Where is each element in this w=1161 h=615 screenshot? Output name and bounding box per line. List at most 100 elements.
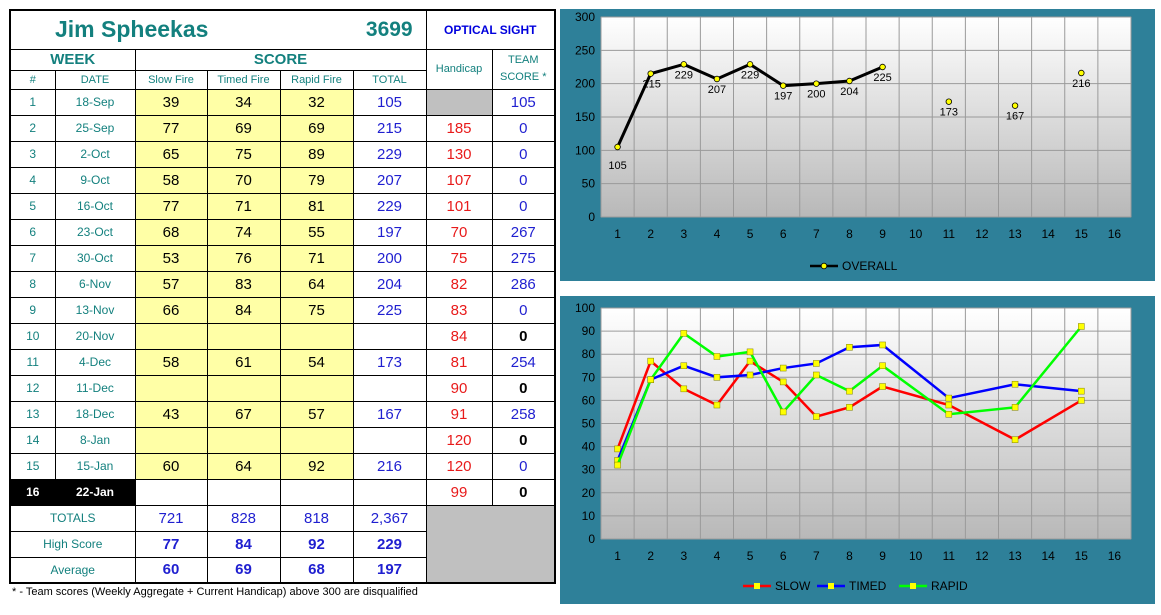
y-tick-label: 300: [575, 10, 595, 24]
rapid-fire-score: 55: [279, 218, 354, 246]
data-point: [647, 376, 654, 383]
rapid-fire-score: 81: [279, 192, 354, 220]
rapid-fire-score: [279, 374, 354, 402]
data-label: 207: [708, 84, 726, 96]
timed-fire-score: 71: [206, 192, 281, 220]
legend-marker: [754, 583, 760, 589]
y-tick-label: 10: [582, 509, 596, 523]
x-tick-label: 10: [909, 227, 923, 241]
data-point: [813, 371, 820, 379]
data-point: [614, 143, 621, 151]
week-team-score: 0: [491, 322, 556, 350]
week-handicap: 70: [425, 218, 493, 246]
x-tick-label: 11: [943, 227, 956, 241]
data-point: [680, 385, 688, 393]
data-label: 229: [741, 69, 759, 81]
week-date: 11-Dec: [54, 374, 136, 402]
data-point: [680, 362, 688, 369]
average-slow: 60: [134, 556, 208, 584]
x-tick-label: 3: [680, 549, 687, 563]
x-tick-label: 7: [813, 549, 820, 563]
timed-fire-score: 61: [206, 348, 281, 376]
timed-fire-score: 69: [206, 114, 281, 142]
slow-fire-score: 58: [134, 166, 208, 194]
week-number: 8: [9, 270, 56, 298]
rapid-fire-score: [279, 478, 354, 506]
week-row: 10 20-Nov 84 0: [9, 322, 556, 350]
score-sheet: Jim Spheekas 3699 OPTICAL SIGHT WEEK SCO…: [9, 9, 556, 584]
week-team-score: 0: [491, 478, 556, 506]
week-row: 7 30-Oct 53 76 71 200 75 275: [9, 244, 556, 272]
data-point: [1011, 436, 1019, 443]
data-label: 197: [774, 91, 792, 103]
week-total: 173: [352, 348, 427, 376]
data-label: 105: [608, 160, 626, 172]
week-team-score: 0: [491, 452, 556, 480]
data-point: [945, 98, 953, 105]
data-point: [779, 364, 787, 372]
week-team-score: 0: [491, 140, 556, 168]
week-team-score: 0: [491, 296, 556, 324]
week-number: 9: [9, 296, 56, 324]
data-point: [779, 82, 787, 89]
week-number: 6: [9, 218, 56, 246]
handicap-header: Handicap: [425, 48, 493, 90]
y-tick-label: 50: [582, 417, 596, 431]
week-row: 13 18-Dec 43 67 57 167 91 258: [9, 400, 556, 428]
series-line-timed: [616, 343, 1082, 461]
week-number: 13: [9, 400, 56, 428]
x-tick-label: 1: [614, 549, 621, 563]
week-date: 8-Jan: [54, 426, 136, 454]
y-tick-label: 150: [575, 110, 595, 124]
week-total: 197: [352, 218, 427, 246]
week-row: 9 13-Nov 66 84 75 225 83 0: [9, 296, 556, 324]
data-point: [846, 77, 853, 85]
timed-fire-score: 75: [206, 140, 281, 168]
week-team-score: 254: [491, 348, 556, 376]
data-point: [680, 61, 688, 68]
week-handicap: 84: [425, 322, 493, 350]
y-tick-label: 90: [582, 324, 596, 338]
player-name: Jim Spheekas: [9, 9, 353, 50]
week-team-score: 0: [491, 114, 556, 142]
week-team-score: 105: [491, 88, 556, 116]
y-tick-label: 20: [582, 486, 596, 500]
week-number: 14: [9, 426, 56, 454]
y-tick-label: 60: [582, 393, 596, 407]
rapid-fire-score: 69: [279, 114, 354, 142]
legend-label-timed: TIMED: [849, 579, 887, 593]
week-team-score: 286: [491, 270, 556, 298]
rapid-fire-score: 79: [279, 166, 354, 194]
data-point: [879, 63, 886, 71]
week-total: [352, 478, 427, 506]
week-team-score: 0: [491, 374, 556, 402]
team-score-header: TEAM SCORE *: [491, 48, 556, 90]
legend-marker: [910, 583, 916, 589]
slow-fire-score: 58: [134, 348, 208, 376]
average-row: Average 60 69 68 197: [9, 556, 555, 584]
x-tick-label: 11: [943, 549, 956, 563]
week-handicap: 130: [425, 140, 493, 168]
high-total: 229: [352, 530, 427, 558]
rapid-fire-score: 75: [279, 296, 354, 324]
x-tick-label: 3: [680, 227, 687, 241]
week-row: 12 11-Dec 90 0: [9, 374, 556, 402]
week-handicap: 75: [425, 244, 493, 272]
week-row: 11 4-Dec 58 61 54 173 81 254: [9, 348, 556, 376]
data-point: [647, 357, 654, 365]
x-tick-label: 15: [1075, 227, 1089, 241]
rapid-fire-score: 64: [279, 270, 354, 298]
data-label: 225: [873, 72, 891, 84]
num-header: #: [9, 69, 56, 90]
y-tick-label: 0: [588, 210, 595, 224]
data-point: [945, 401, 953, 409]
slow-fire-header: Slow Fire: [134, 69, 208, 90]
week-number: 12: [9, 374, 56, 402]
week-row: 8 6-Nov 57 83 64 204 82 286: [9, 270, 556, 298]
week-total: [352, 374, 427, 402]
week-number: 1: [9, 88, 56, 116]
data-point: [879, 383, 886, 390]
timed-fire-score: [206, 322, 281, 350]
data-point: [945, 411, 953, 418]
